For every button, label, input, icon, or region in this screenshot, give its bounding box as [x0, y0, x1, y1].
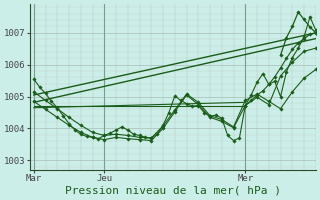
X-axis label: Pression niveau de la mer( hPa ): Pression niveau de la mer( hPa ) [65, 186, 281, 196]
